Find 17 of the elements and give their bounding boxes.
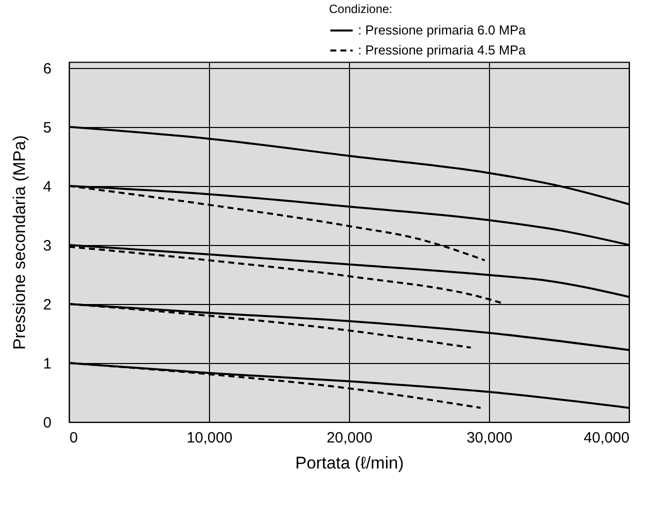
legend-title: Condizione: <box>329 2 392 16</box>
y-tick-label: 5 <box>43 119 52 136</box>
y-tick-label: 6 <box>43 60 52 78</box>
x-axis-title: Portata (ℓ/min) <box>295 454 404 472</box>
x-tick-label: 20,000 <box>326 430 372 446</box>
legend-label: : Pressione primaria 4.5 MPa <box>358 42 526 58</box>
y-tick-label: 2 <box>43 296 52 314</box>
y-tick-label: 3 <box>43 237 52 254</box>
legend-label: : Pressione primaria 6.0 MPa <box>358 22 526 38</box>
y-axis-title: Pressione secondaria (MPa) <box>10 135 30 350</box>
y-tick-label: 0 <box>43 414 52 432</box>
x-tick-label: 10,000 <box>186 430 232 446</box>
y-tick-label: 4 <box>43 178 52 196</box>
x-tick-label: 0 <box>70 430 78 446</box>
y-tick-label: 1 <box>43 355 52 372</box>
x-tick-label: 30,000 <box>466 430 512 446</box>
x-tick-label: 40,000 <box>584 430 630 446</box>
